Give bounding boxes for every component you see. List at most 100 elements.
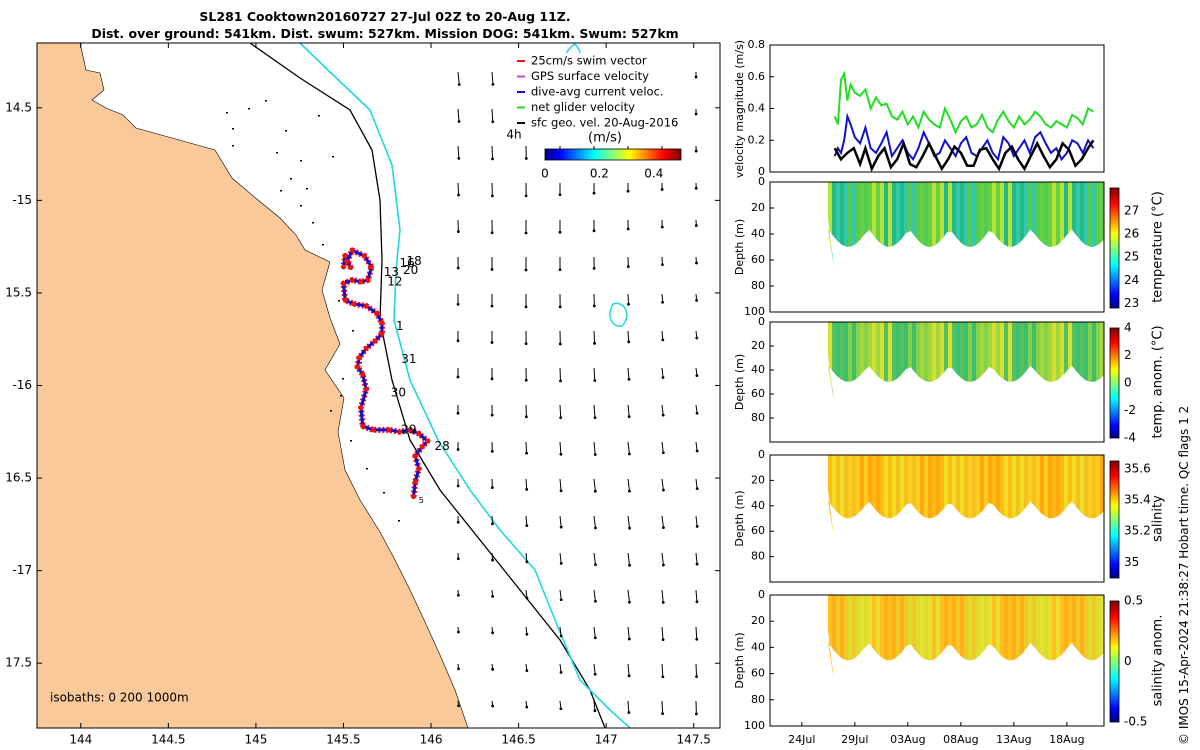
heatmap-column-3-65 bbox=[1088, 595, 1093, 682]
heatmap-ytick-label-1-3: 60 bbox=[751, 387, 765, 400]
heatmap-column-2-21 bbox=[912, 455, 917, 539]
vector-arrowhead-52 bbox=[525, 669, 529, 672]
heatmap-column-1-4 bbox=[844, 322, 849, 402]
heatmap-column-2-41 bbox=[992, 455, 997, 539]
map-ytick-label-1: -15 bbox=[12, 193, 32, 207]
heatmap-column-1-8 bbox=[860, 322, 865, 402]
vector-arrow-85 bbox=[593, 552, 596, 565]
heatmap-column-1-45 bbox=[1008, 322, 1013, 402]
heatmap-column-2-6 bbox=[852, 455, 857, 539]
map-xtick-label-3: 145.5 bbox=[326, 733, 360, 747]
track-point-35 bbox=[340, 264, 346, 270]
heatmap-column-1-60 bbox=[1068, 322, 1073, 402]
vector-arrowhead-16 bbox=[457, 667, 460, 671]
heatmap-column-0-58 bbox=[1060, 182, 1065, 268]
heatmap-ytick-label-0-3: 60 bbox=[751, 253, 765, 266]
reef-3 bbox=[300, 205, 302, 207]
vector-arrowhead-33 bbox=[491, 631, 495, 635]
vector-arrowhead-22 bbox=[490, 231, 494, 235]
vector-arrowhead-80 bbox=[593, 379, 597, 382]
heatmap-column-0-20 bbox=[908, 182, 913, 268]
vector-arrowhead-75 bbox=[592, 191, 596, 195]
heatmap-column-1-0 bbox=[828, 322, 833, 402]
chart-subtitle: Dist. over ground: 541km. Dist. swum: 52… bbox=[91, 26, 679, 41]
vector-arrowhead-123 bbox=[661, 638, 665, 642]
vector-arrowhead-115 bbox=[661, 338, 665, 342]
heatmap-column-3-34 bbox=[964, 595, 969, 682]
heatmap-ytick-label-0-1: 20 bbox=[751, 201, 765, 214]
heatmap-column-0-1 bbox=[832, 182, 837, 268]
heatmap-cb-tick-0-4: 27 bbox=[1124, 204, 1139, 218]
heatmap-column-3-21 bbox=[912, 595, 917, 682]
heatmap-column-3-45 bbox=[1008, 595, 1013, 682]
vector-arrow-115 bbox=[661, 330, 664, 340]
heatmap-cb-tick-0-1: 24 bbox=[1124, 273, 1139, 287]
heatmap-column-0-14 bbox=[884, 182, 889, 268]
heatmap-column-2-52 bbox=[1036, 455, 1041, 539]
heatmap-column-2-37 bbox=[976, 455, 981, 539]
vector-arrow-99 bbox=[627, 404, 630, 417]
vector-arrowhead-1 bbox=[457, 120, 461, 123]
vector-arrowhead-65 bbox=[559, 489, 563, 493]
track-point-16 bbox=[356, 355, 362, 361]
vector-arrowhead-143 bbox=[694, 712, 698, 716]
vector-arrowhead-96 bbox=[627, 302, 630, 306]
heatmap-column-2-5 bbox=[848, 455, 853, 539]
heatmap-ylabel-1: Depth (m) bbox=[733, 354, 746, 410]
vector-arrowhead-11 bbox=[456, 484, 460, 488]
vector-arrowhead-15 bbox=[457, 630, 460, 634]
heatmap-column-0-47 bbox=[1016, 182, 1021, 268]
track-day-label-7: 16 bbox=[400, 256, 415, 270]
heatmap-column-3-2 bbox=[836, 595, 841, 682]
vector-arrow-101 bbox=[627, 478, 630, 492]
heatmap-column-2-31 bbox=[952, 455, 957, 539]
vector-arrowhead-27 bbox=[490, 413, 494, 417]
heatmap-column-2-43 bbox=[1000, 455, 1005, 539]
track-point-12 bbox=[358, 405, 364, 411]
heatmap-ylabel-3: Depth (m) bbox=[733, 632, 746, 688]
heatmap-column-1-14 bbox=[884, 322, 889, 402]
vector-arrow-124 bbox=[661, 663, 664, 677]
heatmap-column-2-67 bbox=[1096, 455, 1101, 539]
vector-arrowhead-26 bbox=[490, 377, 494, 381]
heatmap-column-3-37 bbox=[976, 595, 981, 682]
heatmap-column-3-8 bbox=[860, 595, 865, 682]
heatmap-column-3-57 bbox=[1056, 595, 1061, 682]
heatmap-column-0-12 bbox=[876, 182, 881, 268]
heatmap-column-1-24 bbox=[924, 322, 929, 402]
heatmap-column-2-63 bbox=[1080, 455, 1085, 539]
heatmap-column-0-2 bbox=[836, 182, 841, 268]
heatmap-column-1-16 bbox=[892, 322, 897, 402]
vector-arrowhead-14 bbox=[456, 593, 460, 597]
heatmap-column-0-10 bbox=[868, 182, 873, 268]
vector-arrowhead-140 bbox=[695, 600, 699, 604]
vector-arrow-140 bbox=[695, 589, 698, 602]
heatmap-column-0-63 bbox=[1080, 182, 1085, 268]
heatmap-ytick-label-2-4: 80 bbox=[751, 550, 765, 563]
vector-arrowhead-122 bbox=[661, 600, 665, 604]
vector-arrowhead-53 bbox=[525, 705, 529, 709]
heatmap-column-3-40 bbox=[988, 595, 993, 682]
heatmap-column-0-54 bbox=[1044, 182, 1049, 268]
vector-arrowhead-58 bbox=[558, 230, 562, 234]
heatmap-column-2-4 bbox=[844, 455, 849, 539]
track-day-label-8: 20 bbox=[403, 263, 418, 277]
vector-arrowhead-111 bbox=[660, 188, 664, 191]
heatmap-column-3-49 bbox=[1024, 595, 1029, 682]
heatmap-column-3-56 bbox=[1052, 595, 1057, 682]
vector-arrowhead-25 bbox=[490, 341, 494, 344]
velocity-ytick-label-2: 0.4 bbox=[748, 102, 766, 115]
vector-arrowhead-125 bbox=[661, 712, 665, 716]
legend-label-2: dive-avg current veloc. bbox=[531, 85, 664, 99]
vector-arrow-62 bbox=[559, 367, 562, 381]
vector-arrowhead-117 bbox=[661, 413, 665, 417]
vector-arrow-65 bbox=[559, 478, 562, 491]
heatmap-column-1-43 bbox=[1000, 322, 1005, 402]
heatmap-column-3-14 bbox=[884, 595, 889, 682]
heatmap-cblabel-0: temperature (°C) bbox=[1151, 191, 1166, 303]
vector-arrow-98 bbox=[627, 367, 630, 380]
heatmap-column-3-13 bbox=[880, 595, 885, 682]
vector-arrowhead-128 bbox=[694, 149, 698, 153]
heatmap-ytick-label-0-0: 0 bbox=[758, 175, 765, 188]
